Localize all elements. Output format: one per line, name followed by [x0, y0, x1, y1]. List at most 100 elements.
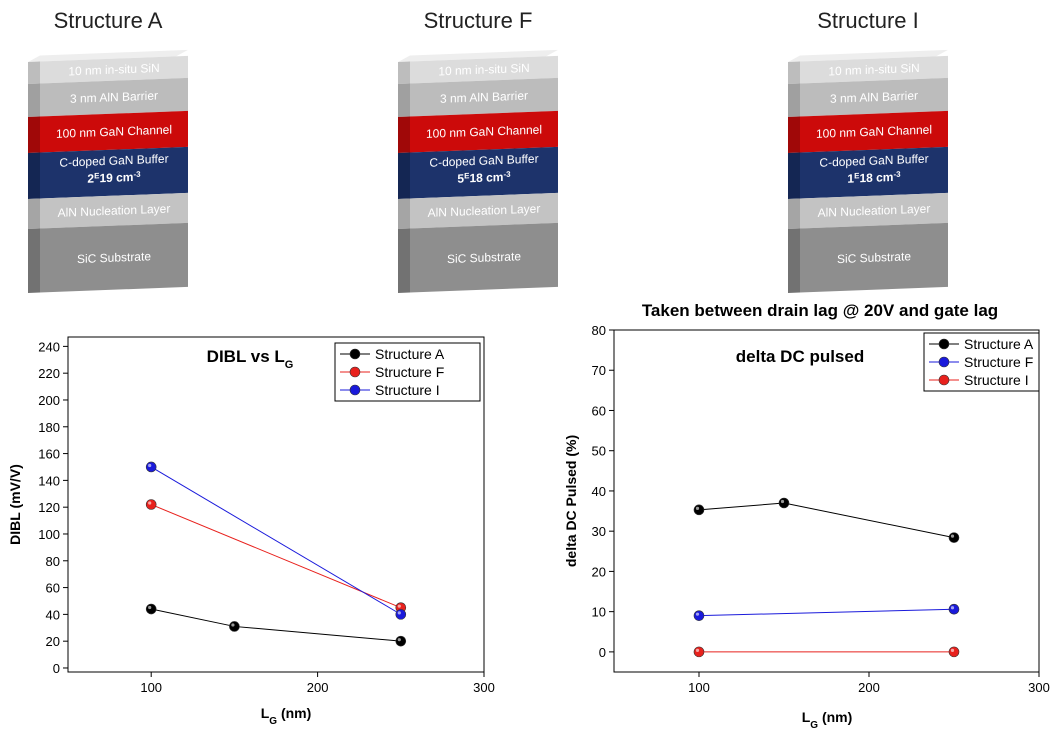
data-point — [693, 504, 705, 516]
point-highlight — [695, 648, 700, 652]
layer — [410, 55, 558, 84]
title-main: delta DC pulsed — [736, 347, 864, 366]
data-point — [145, 499, 157, 510]
doping-part: E — [854, 171, 860, 180]
layer-side — [398, 83, 410, 117]
series-line — [150, 466, 402, 615]
y-tick-label: 200 — [38, 393, 60, 408]
legend-marker — [349, 384, 361, 396]
x-label-main: L — [261, 705, 270, 721]
series-line — [698, 502, 955, 539]
layer-label: 10 nm in-situ SiN — [438, 61, 529, 79]
layer-label: 3 nm AlN Barrier — [70, 89, 158, 106]
doping-part: -3 — [893, 169, 901, 178]
data-point — [948, 646, 960, 658]
layer — [800, 222, 948, 293]
y-tick-label: 220 — [38, 366, 60, 381]
layer-side — [788, 228, 800, 293]
layer — [40, 192, 188, 229]
data-point — [395, 609, 407, 620]
x-tick-label: 200 — [307, 680, 329, 695]
layer — [40, 146, 188, 199]
layer — [40, 110, 188, 153]
layer-side — [398, 116, 410, 153]
point-highlight — [148, 605, 152, 610]
legend-label: Structure I — [964, 372, 1029, 388]
doping-part: -3 — [133, 169, 141, 178]
chart-title: DIBL vs LG — [207, 347, 294, 371]
legend-marker — [938, 374, 950, 386]
y-tick-label: 240 — [38, 339, 60, 354]
doping-part: 19 cm — [99, 170, 133, 185]
layer — [40, 77, 188, 117]
x-tick-label: 300 — [1028, 680, 1050, 695]
layer-side — [398, 61, 410, 84]
x-tick-label: 300 — [473, 680, 495, 695]
doping-part: 1 — [847, 171, 854, 185]
legend-label: Structure F — [375, 364, 444, 380]
x-axis-label: LG (nm) — [802, 709, 853, 731]
layer-label: SiC Substrate — [837, 249, 911, 266]
layer-side — [28, 198, 40, 229]
series-line — [151, 504, 401, 609]
doping-part: 2 — [87, 171, 94, 185]
data-point — [395, 635, 407, 647]
layer-label: AlN Nucleation Layer — [58, 202, 171, 220]
x-label-unit: (nm) — [818, 709, 852, 725]
legend-label: Structure F — [964, 354, 1033, 370]
legend-marker — [938, 356, 950, 368]
layer — [800, 55, 948, 84]
data-point — [229, 621, 240, 632]
layer-label: 3 nm AlN Barrier — [440, 89, 528, 106]
y-tick-label: 60 — [592, 403, 606, 418]
legend-marker — [349, 366, 361, 378]
point-highlight — [695, 506, 700, 510]
layer-side — [788, 83, 800, 117]
layer-side — [28, 228, 40, 293]
point-highlight — [950, 648, 955, 652]
layer-stack: 10 nm in-situ SiN 3 nm AlN Barrier 100 nm … — [28, 49, 188, 293]
y-tick-label: 180 — [38, 420, 60, 435]
legend-label: Structure I — [375, 382, 440, 398]
layer — [800, 146, 948, 199]
layer-side — [788, 198, 800, 229]
layer-label: 3 nm AlN Barrier — [830, 89, 918, 106]
layer-label: 10 nm in-situ SiN — [68, 61, 159, 79]
layer-label: 100 nm GaN Channel — [426, 122, 542, 140]
point-highlight — [231, 623, 235, 627]
y-tick-label: 80 — [592, 323, 606, 338]
x-axis-label: LG (nm) — [261, 705, 312, 727]
y-tick-label: 120 — [38, 500, 60, 515]
layer-stack: 10 nm in-situ SiN 3 nm AlN Barrier 100 nm … — [398, 49, 558, 293]
chart-title: delta DC pulsed — [736, 347, 864, 366]
plot-frame — [67, 336, 485, 673]
structure-title: Structure I — [817, 8, 918, 33]
y-tick-label: 0 — [53, 661, 60, 676]
x-label-unit: (nm) — [277, 705, 311, 721]
x-label-sub: G — [269, 716, 277, 727]
legend-marker — [349, 348, 361, 360]
series-line — [698, 608, 955, 617]
layer — [410, 222, 558, 293]
layer-side — [788, 152, 800, 199]
doping-part: 18 cm — [469, 170, 503, 185]
y-tick-label: 80 — [46, 554, 60, 569]
data-point — [948, 603, 960, 615]
data-point — [948, 532, 960, 543]
legend-marker — [938, 338, 950, 350]
layer — [800, 77, 948, 117]
layer — [410, 110, 558, 153]
point-highlight — [397, 604, 401, 608]
layer-side — [398, 198, 410, 229]
y-tick-label: 20 — [46, 634, 60, 649]
doping-part: 5 — [457, 171, 464, 185]
layer — [410, 77, 558, 117]
point-highlight — [148, 463, 152, 468]
data-point — [693, 646, 705, 658]
layer — [800, 110, 948, 153]
doping-part: 18 cm — [859, 170, 893, 185]
layer — [410, 192, 558, 229]
point-highlight — [950, 606, 955, 610]
layer-side — [398, 152, 410, 199]
